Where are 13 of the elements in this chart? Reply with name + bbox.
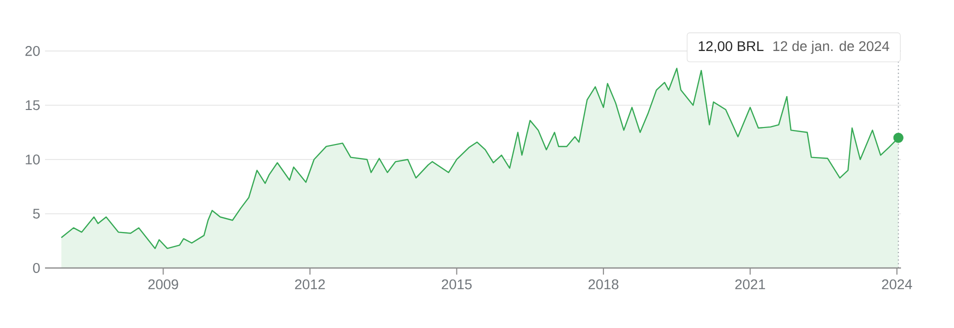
y-tick-label: 10 — [26, 154, 40, 164]
y-tick-label: 20 — [25, 46, 40, 56]
x-tick-label: 2024 — [882, 279, 912, 290]
annotation: 12,00 BRL — [698, 41, 764, 53]
x-tick-label: 2015 — [442, 279, 472, 290]
y-tick-label: 0 — [33, 263, 40, 273]
x-tick-label: 2012 — [295, 279, 325, 290]
y-tick-label: 5 — [33, 208, 40, 219]
x-tick-label: 2018 — [588, 279, 618, 290]
x-tick-label: 2021 — [735, 279, 766, 290]
x-tick-label: 2009 — [148, 279, 178, 290]
annotation: 12 de jan. de 2024 — [773, 40, 890, 54]
y-tick-label: 15 — [26, 100, 40, 110]
